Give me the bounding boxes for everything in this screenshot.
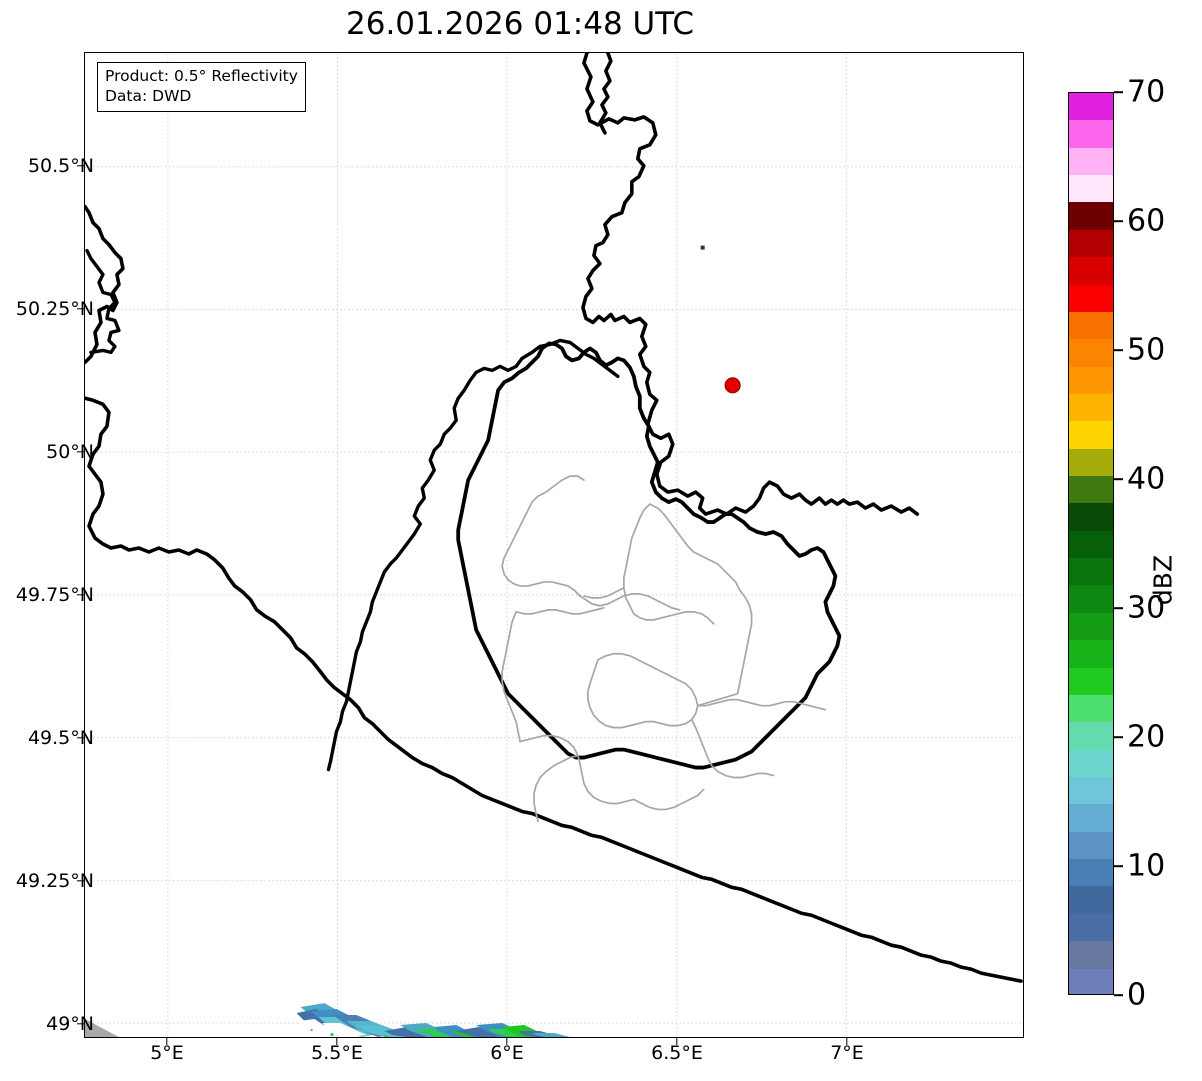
colorbar-segment [1069,421,1113,449]
colorbar-segment [1069,749,1113,777]
y-tick-6 [77,1023,84,1025]
product-info-box: Product: 0.5° Reflectivity Data: DWD [97,62,306,113]
x-tick-2 [506,1038,508,1045]
x-tick-1 [336,1038,338,1045]
data-source-line: Data: DWD [105,86,192,105]
colorbar-segment [1069,366,1113,394]
x-tick-3 [676,1038,678,1045]
colorbar-segment [1069,147,1113,176]
colorbar-segment [1069,175,1113,203]
y-tick-label-5: 49.25°N [15,870,94,892]
colorbar-segment [1069,585,1113,613]
luxembourg-outline [456,341,842,770]
colorbar-tick [1114,865,1123,867]
colorbar-segment [1069,257,1113,285]
colorbar-segment [1069,339,1113,367]
colorbar-tick-label: 50 [1127,332,1166,368]
colorbar-tick-label: 60 [1127,203,1166,239]
y-tick-label-4: 49.5°N [27,727,94,749]
y-tick-label-0: 50.5°N [27,155,94,177]
colorbar-tick-label: 0 [1127,977,1147,1013]
small-dot-marker [700,245,705,250]
colorbar[interactable]: 70 60 50 40 30 20 10 0 [1068,75,1165,1013]
colorbar-segment [1069,612,1113,641]
colorbar-segment [1069,202,1113,230]
colorbar-segment [1069,120,1113,148]
y-tick-label-1: 50.25°N [15,298,94,320]
colorbar-segment [1069,831,1113,860]
colorbar-tick [1114,220,1123,222]
radar-site-marker [724,377,741,394]
radar-echoes [296,1003,570,1037]
map-plot-area[interactable]: Product: 0.5° Reflectivity Data: DWD [84,52,1024,1038]
gridlines [85,53,1023,1037]
x-tick-label-1: 5.5°E [311,1042,363,1064]
y-tick-0 [77,165,84,167]
colorbar-segment [1069,941,1113,969]
colorbar-segment [1069,393,1113,422]
colorbar-segment [1069,93,1113,121]
colorbar-segment [1069,476,1113,504]
colorbar-segment [1069,558,1113,586]
colorbar-tick-label: 30 [1127,590,1166,626]
x-tick-0 [166,1038,168,1045]
product-line: Product: 0.5° Reflectivity [105,67,298,85]
luxembourg-canton-borders [501,475,827,823]
country-borders [85,53,1023,983]
colorbar-segment [1069,530,1113,559]
y-tick-label-6: 49°N [46,1013,94,1035]
colorbar-tick [1114,91,1123,93]
colorbar-tick-label: 20 [1127,719,1166,755]
y-tick-label-2: 50°N [46,441,94,463]
colorbar-tick [1114,478,1123,480]
colorbar-segment [1069,804,1113,832]
colorbar-tick [1114,607,1123,609]
page-title: 26.01.2026 01:48 UTC [346,6,694,42]
y-tick-4 [77,737,84,739]
x-tick-label-3: 6.5°E [651,1042,703,1064]
colorbar-segment [1069,968,1113,994]
colorbar-tick-label: 10 [1127,848,1166,884]
colorbar-segment [1069,667,1113,695]
colorbar-segment [1069,448,1113,477]
colorbar-gradient [1068,92,1114,995]
luxembourg-national-border [598,53,613,135]
colorbar-axis-title: dBZ [1148,554,1178,606]
y-tick-3 [77,594,84,596]
colorbar-segment [1069,859,1113,887]
y-tick-1 [77,308,84,310]
x-tick-label-4: 7°E [830,1042,864,1064]
x-tick-4 [846,1038,848,1045]
x-tick-label-0: 5°E [150,1042,184,1064]
colorbar-segment [1069,722,1113,750]
colorbar-segment [1069,694,1113,723]
y-tick-5 [77,880,84,882]
colorbar-segment [1069,311,1113,340]
y-tick-label-3: 49.75°N [15,584,94,606]
x-tick-label-2: 6°E [490,1042,524,1064]
colorbar-tick [1114,736,1123,738]
colorbar-segment [1069,640,1113,668]
colorbar-segment [1069,284,1113,312]
map-svg [85,53,1023,1037]
colorbar-segment [1069,503,1113,531]
colorbar-segment [1069,886,1113,914]
colorbar-tick [1114,994,1123,996]
colorbar-tick-label: 40 [1127,461,1166,497]
colorbar-tick [1114,349,1123,351]
colorbar-segment [1069,913,1113,942]
colorbar-tick-label: 70 [1127,74,1166,110]
colorbar-segment [1069,776,1113,805]
colorbar-segment [1069,229,1113,258]
y-tick-2 [77,451,84,453]
